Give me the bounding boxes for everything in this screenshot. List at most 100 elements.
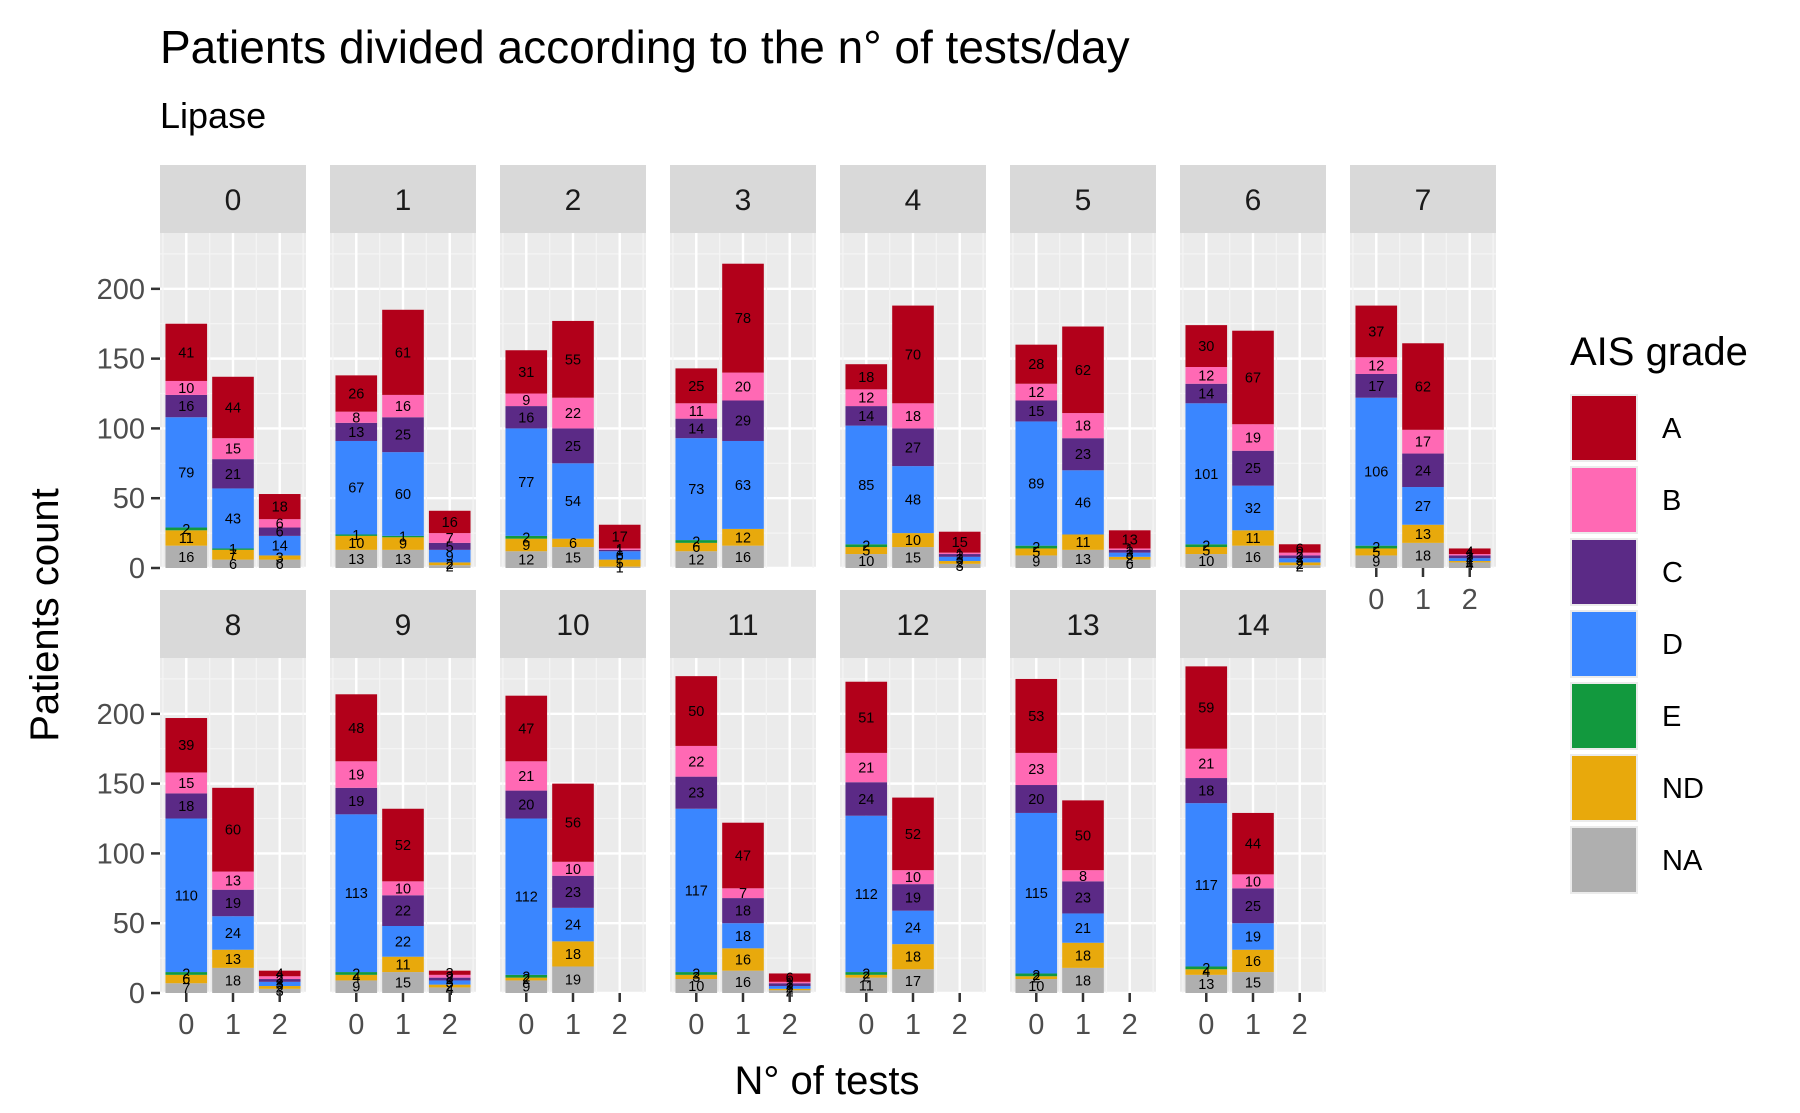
facet-strip bbox=[1180, 590, 1326, 658]
bar-segment-C bbox=[675, 418, 718, 439]
data-label: 3 bbox=[1296, 553, 1304, 569]
data-label: 115 bbox=[1025, 886, 1048, 902]
data-label: 2 bbox=[1202, 961, 1210, 977]
facet-strip-label: 14 bbox=[1236, 609, 1269, 642]
legend-key bbox=[1572, 540, 1636, 604]
bar-segment-NA bbox=[892, 547, 934, 568]
bar-segment-ND bbox=[212, 949, 254, 968]
bar-segment-ND bbox=[892, 533, 934, 548]
data-label: 2 bbox=[786, 980, 794, 996]
data-label: 2 bbox=[1372, 540, 1380, 556]
x-tick-label: 0 bbox=[688, 1009, 704, 1041]
data-label: 1 bbox=[1466, 548, 1474, 564]
bar-segment-C bbox=[1015, 400, 1058, 422]
data-label: 2 bbox=[446, 979, 454, 995]
facet-strip bbox=[330, 165, 476, 233]
facet-strip-label: 3 bbox=[735, 184, 752, 217]
bar-segment-B bbox=[552, 397, 594, 429]
bar-segment-ND bbox=[1062, 534, 1104, 550]
bar-segment-A bbox=[258, 970, 301, 977]
data-label: 9 bbox=[522, 980, 530, 996]
bar-segment-E bbox=[845, 544, 888, 548]
bar-segment-A bbox=[428, 970, 471, 975]
bar-segment-ND bbox=[1355, 548, 1398, 556]
data-label: 2 bbox=[446, 972, 454, 988]
data-label: 5 bbox=[1032, 545, 1040, 561]
bar-segment-C bbox=[768, 983, 811, 987]
data-label: 18 bbox=[272, 500, 288, 516]
bar-segment-A bbox=[1448, 548, 1491, 555]
data-label: 51 bbox=[858, 710, 874, 726]
legend-item-A: A bbox=[1570, 394, 1682, 462]
bar-segment-B bbox=[505, 761, 548, 791]
data-label: 1 bbox=[616, 544, 624, 560]
bar-segment-D bbox=[845, 425, 888, 545]
data-label: 2 bbox=[446, 560, 454, 576]
data-label: 14 bbox=[272, 539, 288, 555]
bar-segment-D bbox=[722, 440, 764, 529]
data-label: 18 bbox=[1075, 419, 1091, 435]
facet-strip bbox=[1010, 165, 1156, 233]
bar-segment-A bbox=[768, 973, 811, 982]
facet-strip bbox=[670, 165, 816, 233]
data-label: 2 bbox=[1032, 540, 1040, 556]
bar-segment-ND bbox=[722, 948, 764, 971]
bar-segment-D bbox=[428, 549, 471, 563]
bar-segment-C bbox=[165, 793, 208, 819]
facet-strip-label: 6 bbox=[1245, 184, 1262, 217]
bar-segment-B bbox=[552, 861, 594, 876]
bar-segment-B bbox=[1062, 413, 1104, 439]
data-label: 2 bbox=[862, 966, 870, 982]
bar-segment-A bbox=[1232, 812, 1274, 875]
legend-label: ND bbox=[1662, 773, 1704, 805]
bar-segment-B bbox=[505, 393, 548, 407]
data-label: 6 bbox=[692, 540, 700, 556]
data-label: 29 bbox=[735, 414, 751, 430]
data-label: 2 bbox=[1032, 971, 1040, 987]
data-label: 23 bbox=[1028, 762, 1044, 778]
x-tick-label: 0 bbox=[858, 1009, 874, 1041]
facet-panel-0: 0161127916104167143211544631466180501001… bbox=[97, 165, 306, 585]
y-tick-label: 200 bbox=[97, 274, 145, 306]
data-label: 3 bbox=[446, 966, 454, 982]
bar-segment-E bbox=[335, 534, 378, 536]
bar-segment-D bbox=[1185, 803, 1228, 967]
bar-segment-ND bbox=[1108, 556, 1151, 560]
data-label: 6 bbox=[1296, 541, 1304, 557]
data-label: 12 bbox=[518, 553, 534, 569]
x-tick-label: 0 bbox=[178, 1009, 194, 1041]
bar-segment-ND bbox=[165, 530, 208, 546]
bar-segment-NA bbox=[1108, 559, 1151, 568]
legend-label: E bbox=[1662, 701, 1681, 733]
x-tick-label: 2 bbox=[952, 1009, 968, 1041]
facet-strip bbox=[160, 165, 306, 233]
bar-segment-D bbox=[212, 488, 254, 549]
bar-segment-NA bbox=[768, 990, 811, 993]
data-label: 17 bbox=[1368, 379, 1384, 395]
data-label: 25 bbox=[1245, 899, 1261, 915]
facet-strip bbox=[670, 590, 816, 658]
data-label: 12 bbox=[688, 553, 704, 569]
data-label: 18 bbox=[905, 409, 921, 425]
data-label: 2 bbox=[692, 966, 700, 982]
bar-segment-NA bbox=[382, 549, 424, 568]
x-tick-label: 2 bbox=[272, 1009, 288, 1041]
data-label: 63 bbox=[735, 478, 751, 494]
legend-key bbox=[1572, 396, 1636, 460]
data-label: 19 bbox=[1245, 929, 1261, 945]
bar-segment-C bbox=[335, 787, 378, 815]
bar-segment-C bbox=[382, 417, 424, 453]
bar-segment-NA bbox=[428, 565, 471, 568]
data-label: 1 bbox=[352, 528, 360, 544]
bar-segment-NA bbox=[938, 563, 981, 568]
bar-segment-D bbox=[165, 417, 208, 528]
data-label: 39 bbox=[178, 738, 194, 754]
data-label: 7 bbox=[739, 886, 747, 902]
data-label: 11 bbox=[689, 404, 704, 420]
y-tick-label: 100 bbox=[97, 838, 145, 870]
data-label: 47 bbox=[735, 849, 751, 865]
y-tick-label: 50 bbox=[113, 483, 145, 515]
